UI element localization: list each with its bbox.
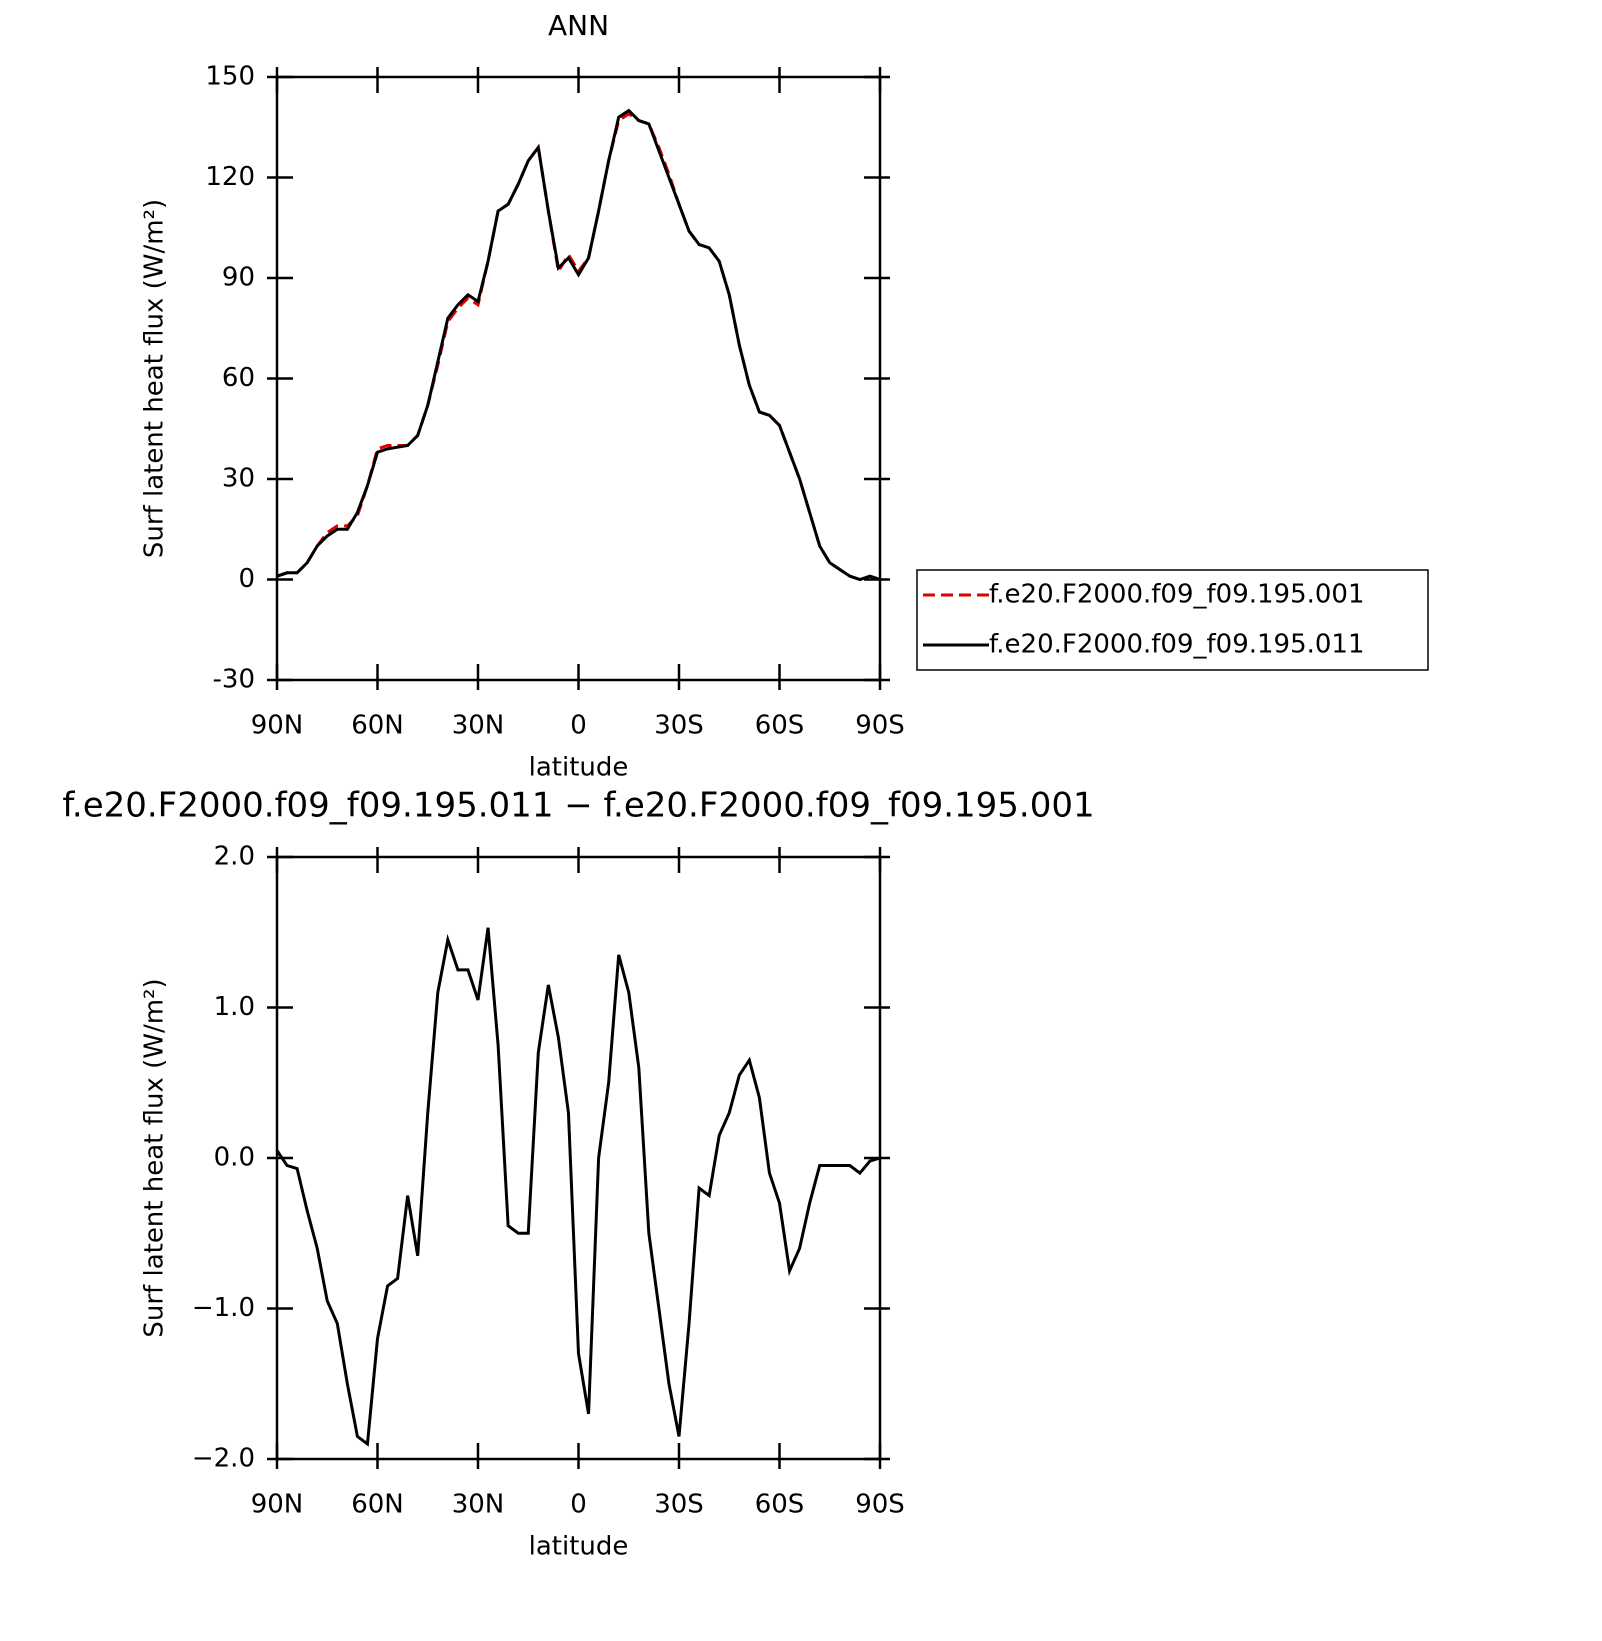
y-tick-label: 150	[205, 62, 255, 92]
x-tick-label: 30S	[654, 711, 704, 741]
x-tick-label: 60S	[755, 1490, 805, 1520]
y-tick-label: 2.0	[214, 842, 255, 872]
data-line	[275, 927, 881, 1447]
y-axis-label: Surf latent heat flux (W/m²)	[140, 978, 170, 1337]
x-tick-label: 30N	[452, 1490, 505, 1520]
y-tick-label: −1.0	[192, 1293, 255, 1323]
data-line	[276, 108, 881, 582]
y-tick-label: 60	[222, 363, 255, 393]
y-axis-label: Surf latent heat flux (W/m²)	[140, 199, 170, 558]
x-tick-label: 60S	[755, 711, 805, 741]
x-tick-label: 0	[570, 711, 587, 741]
x-tick-label: 90S	[855, 711, 905, 741]
y-tick-label: 90	[222, 263, 255, 293]
legend-label: f.e20.F2000.f09_f09.195.011	[989, 630, 1365, 660]
data-line	[276, 112, 881, 582]
legend-label: f.e20.F2000.f09_f09.195.001	[989, 580, 1365, 610]
x-tick-label: 30N	[452, 711, 505, 741]
x-tick-label: 60N	[351, 1490, 404, 1520]
y-tick-label: 1.0	[214, 992, 255, 1022]
x-tick-label: 60N	[351, 711, 404, 741]
x-axis-label: latitude	[529, 753, 629, 783]
legend-box	[916, 569, 1429, 671]
y-tick-label: 120	[205, 162, 255, 192]
chart-title: f.e20.F2000.f09_f09.195.011 − f.e20.F200…	[62, 786, 1094, 826]
y-tick-label: -30	[213, 665, 255, 695]
y-tick-label: 0	[238, 564, 255, 594]
plot-frame	[275, 75, 882, 682]
x-tick-label: 30S	[654, 1490, 704, 1520]
x-tick-label: 90S	[855, 1490, 905, 1520]
x-tick-label: 90N	[251, 711, 304, 741]
chart-title: ANN	[548, 9, 609, 42]
y-tick-label: 30	[222, 464, 255, 494]
x-tick-label: 90N	[251, 1490, 304, 1520]
plot-frame	[275, 855, 882, 1461]
y-tick-label: −2.0	[192, 1444, 255, 1474]
x-axis-label: latitude	[529, 1532, 629, 1562]
x-tick-label: 0	[570, 1490, 587, 1520]
y-tick-label: 0.0	[214, 1143, 255, 1173]
